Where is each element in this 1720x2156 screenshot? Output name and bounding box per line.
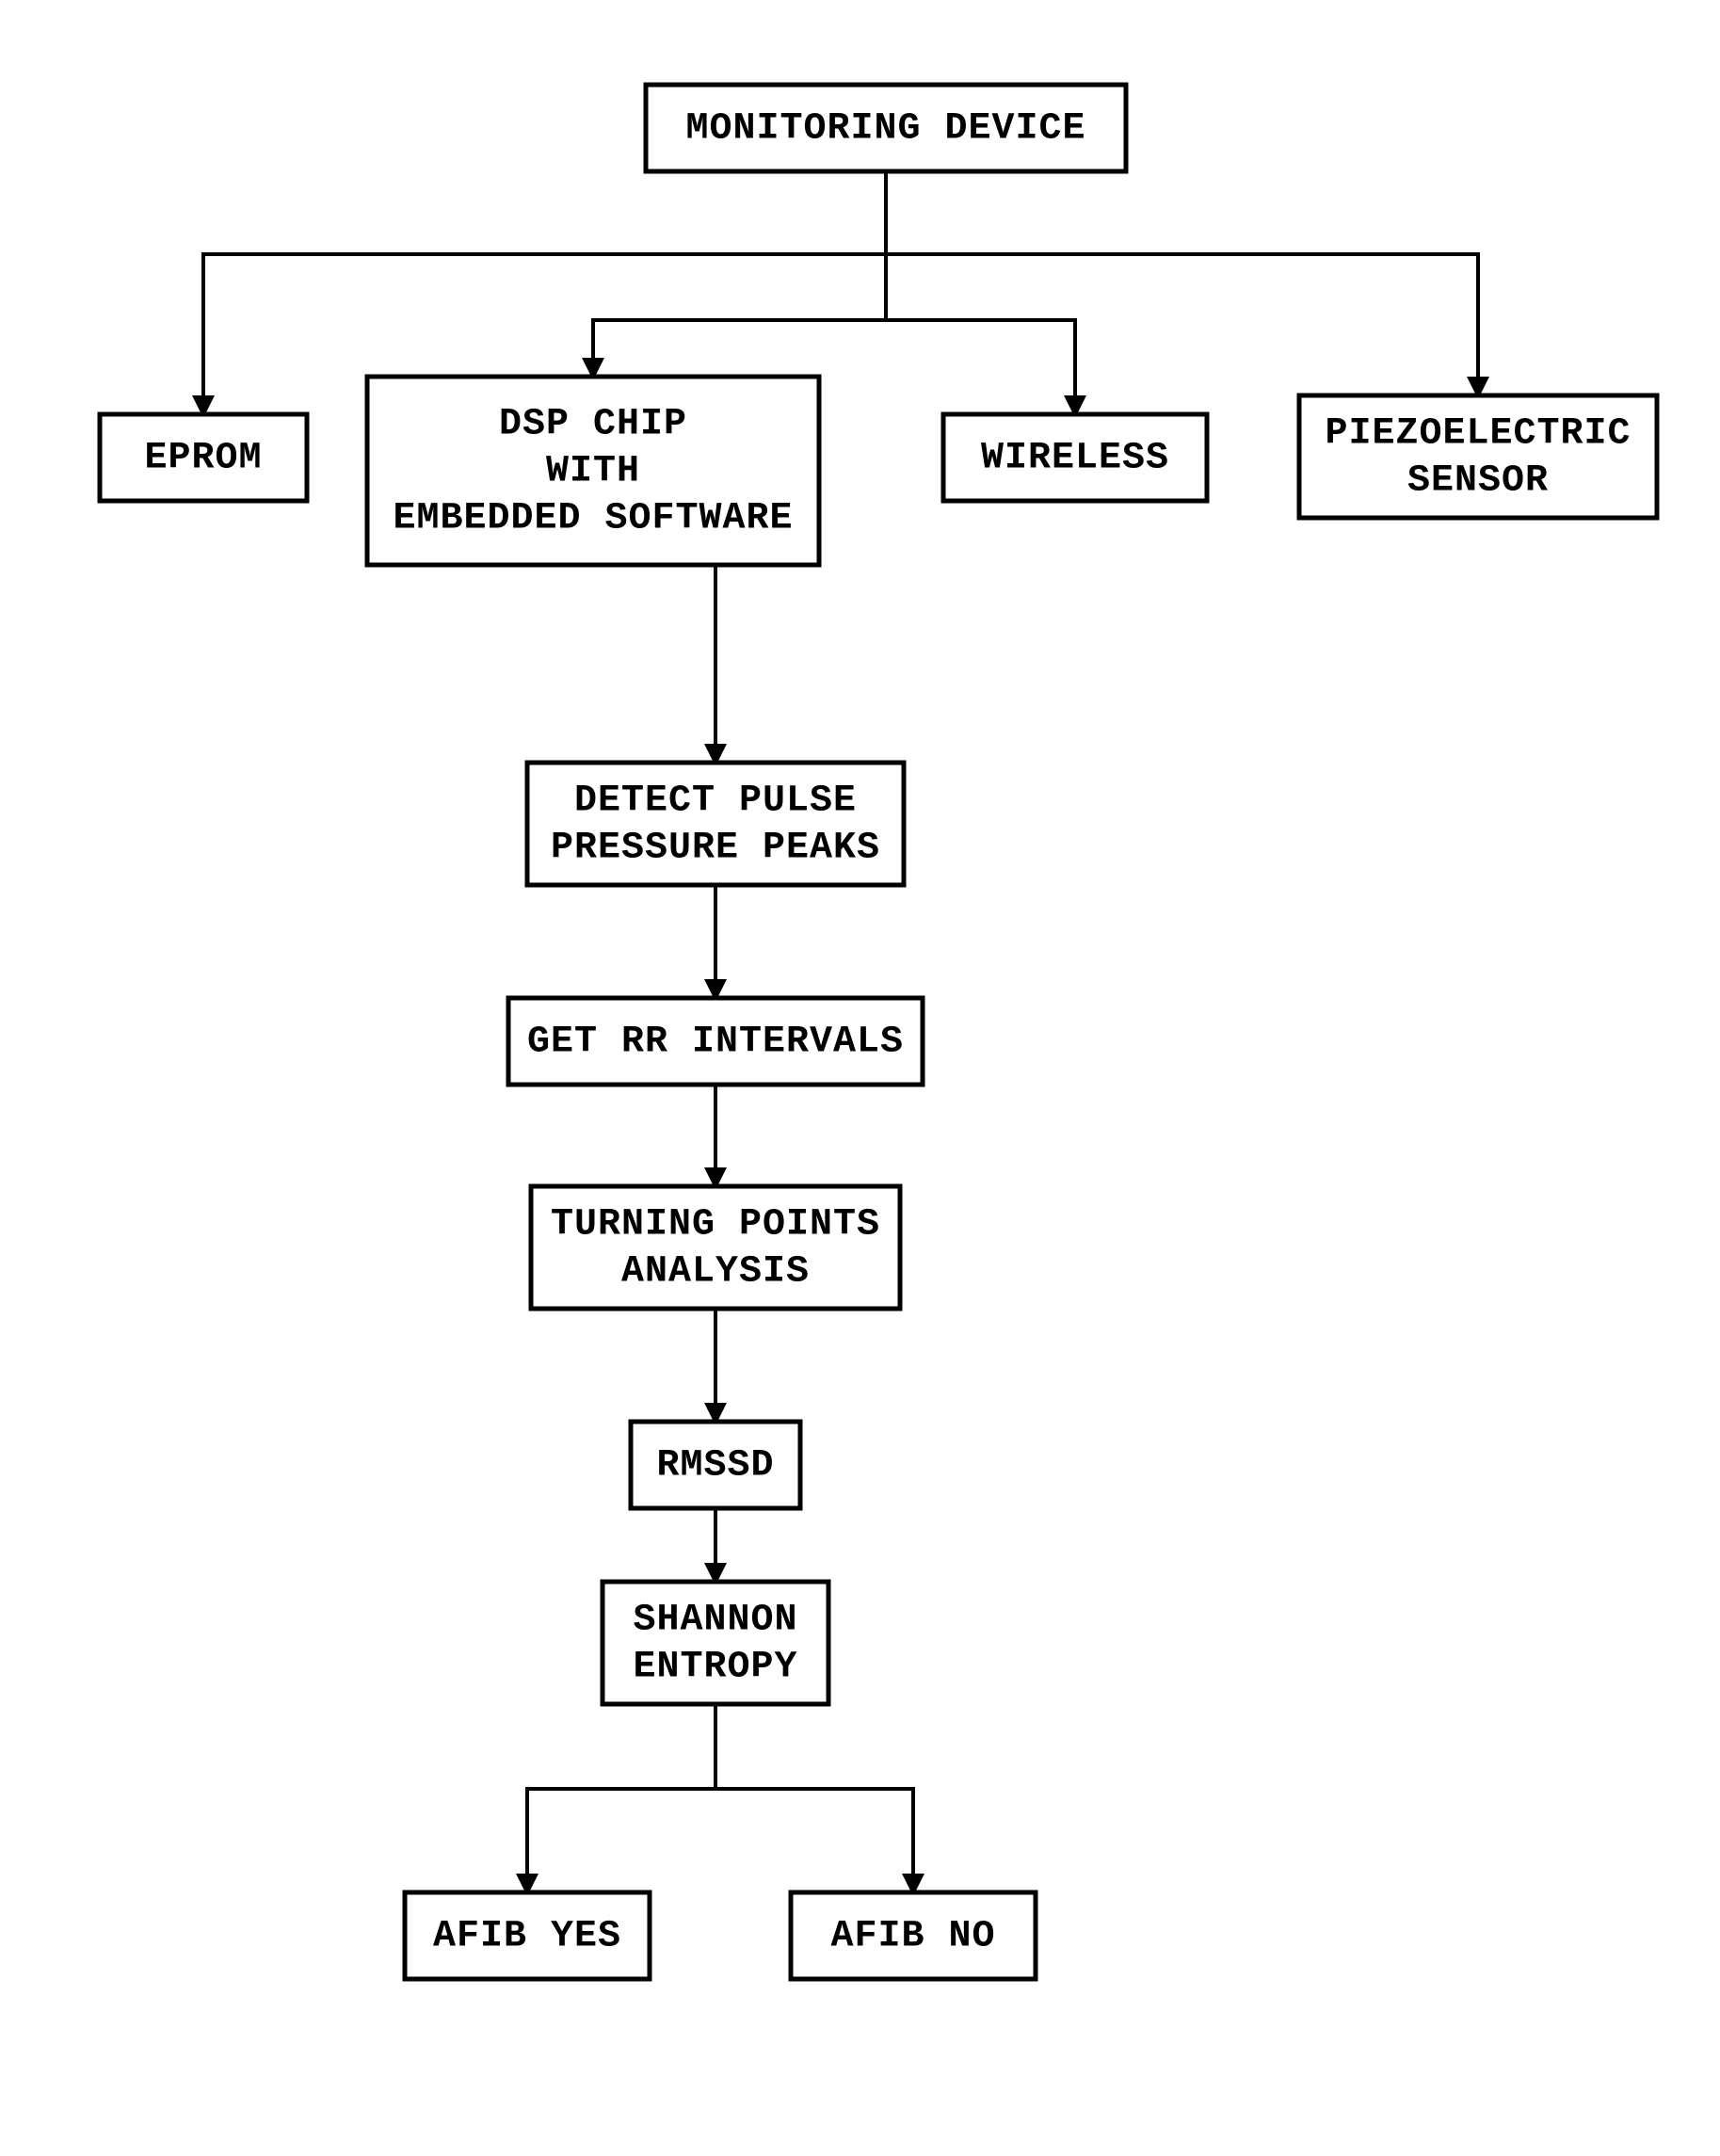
node-label: MONITORING DEVICE — [685, 108, 1085, 151]
node-label: ENTROPY — [633, 1647, 797, 1689]
edge — [886, 171, 1478, 395]
flowchart-diagram: MONITORING DEVICE EPROM DSP CHIP WITH EMBEDD… — [0, 0, 1720, 2156]
node-label: WITH — [546, 451, 640, 493]
node-piezo: PIEZOELECTRICSENSOR — [1299, 395, 1657, 518]
edge — [715, 1704, 913, 1892]
node-label: EPROM — [144, 438, 262, 480]
node-eprom: EPROM — [100, 414, 307, 501]
node-dsp: DSP CHIP WITH EMBEDDED SOFTWARE — [367, 377, 819, 565]
node-label: GET RR INTERVALS — [527, 1022, 904, 1064]
node-rmssd: RMSSD — [631, 1422, 800, 1508]
node-label: TURNING POINTS — [551, 1204, 880, 1247]
node-label: DSP CHIP — [499, 404, 687, 446]
node-detect: DETECT PULSE PRESSURE PEAKS — [527, 763, 904, 885]
edge — [886, 171, 1075, 414]
node-afib_yes: AFIB YES — [405, 1892, 650, 1979]
node-shannon: SHANNON ENTROPY — [603, 1582, 828, 1704]
node-label: DETECT PULSE — [574, 780, 857, 823]
edge — [593, 171, 886, 377]
node-label: EMBEDDED SOFTWARE — [393, 498, 793, 540]
node-afib_no: AFIB NO — [791, 1892, 1036, 1979]
node-label: AFIB YES — [433, 1916, 621, 1958]
node-label: RMSSD — [656, 1445, 774, 1488]
edge — [527, 1704, 715, 1892]
node-label: SHANNON — [633, 1600, 797, 1642]
node-label: WIRELESS — [981, 438, 1169, 480]
node-rr: GET RR INTERVALS — [508, 998, 923, 1085]
node-label: PIEZOELECTRIC — [1325, 413, 1631, 456]
node-label: AFIB NO — [830, 1916, 995, 1958]
node-label: ANALYSIS — [621, 1251, 810, 1294]
node-wireless: WIRELESS — [943, 414, 1207, 501]
node-turning: TURNING POINTSANALYSIS — [531, 1186, 900, 1309]
node-monitoring: MONITORING DEVICE — [646, 85, 1126, 171]
node-label: SENSOR — [1407, 460, 1549, 503]
node-label: PRESSURE PEAKS — [551, 828, 880, 870]
